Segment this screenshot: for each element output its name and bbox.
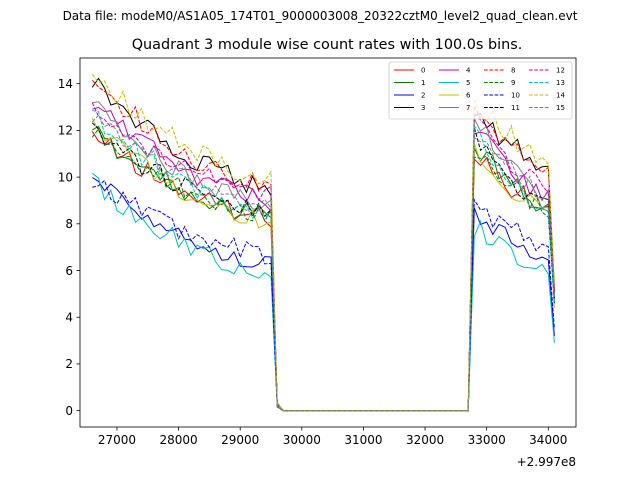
series-line-13 [92, 110, 555, 412]
legend-label-10: 10 [511, 92, 520, 100]
legend-box [388, 61, 573, 120]
x-tick-label: 30000 [283, 433, 321, 447]
legend-label-3: 3 [421, 104, 425, 112]
legend-label-15: 15 [556, 104, 565, 112]
y-tick-label: 4 [65, 311, 73, 325]
legend-label-2: 2 [421, 92, 425, 100]
x-axis: 27000 28000 29000 30000 31000 32000 33000 34000 [98, 427, 567, 447]
y-tick-label: 0 [65, 404, 73, 418]
series-line-10 [92, 179, 555, 412]
y-tick-label: 14 [58, 77, 73, 91]
series-line-8 [91, 79, 555, 412]
x-tick-label: 29000 [221, 433, 259, 447]
series-layer [91, 73, 555, 412]
y-tick-label: 2 [65, 357, 73, 371]
legend-label-11: 11 [511, 104, 520, 112]
plot-area-frame [79, 57, 577, 428]
legend-label-5: 5 [466, 79, 470, 87]
legend-label-1: 1 [421, 79, 425, 87]
x-offset-label: +2.997e8 [517, 455, 576, 469]
series-line-11 [91, 122, 555, 412]
x-tick-label: 34000 [529, 433, 567, 447]
legend-label-9: 9 [511, 79, 515, 87]
legend-label-4: 4 [466, 67, 471, 75]
series-line-15 [91, 114, 555, 412]
chart-title: Quadrant 3 module wise count rates with … [132, 37, 523, 53]
y-tick-label: 12 [58, 124, 73, 138]
series-line-7 [92, 101, 555, 412]
legend-label-8: 8 [511, 67, 515, 75]
y-axis: 0 2 4 6 8 10 12 14 [58, 77, 80, 418]
legend-label-0: 0 [421, 67, 425, 75]
y-tick-label: 10 [58, 170, 73, 184]
legend-label-7: 7 [466, 104, 470, 112]
data-file-header: Data file: modeM0/AS1A05_174T01_90000030… [63, 9, 578, 23]
legend-label-13: 13 [556, 79, 565, 87]
x-tick-label: 28000 [159, 433, 197, 447]
legend-label-14: 14 [556, 92, 565, 100]
legend-label-6: 6 [466, 92, 471, 100]
legend-label-12: 12 [556, 67, 565, 75]
y-tick-label: 8 [65, 217, 73, 231]
x-tick-label: 33000 [468, 433, 506, 447]
y-tick-label: 6 [65, 264, 73, 278]
x-tick-label: 32000 [406, 433, 444, 447]
series-line-2 [92, 177, 555, 412]
x-tick-label: 31000 [344, 433, 382, 447]
x-tick-label: 27000 [98, 433, 136, 447]
